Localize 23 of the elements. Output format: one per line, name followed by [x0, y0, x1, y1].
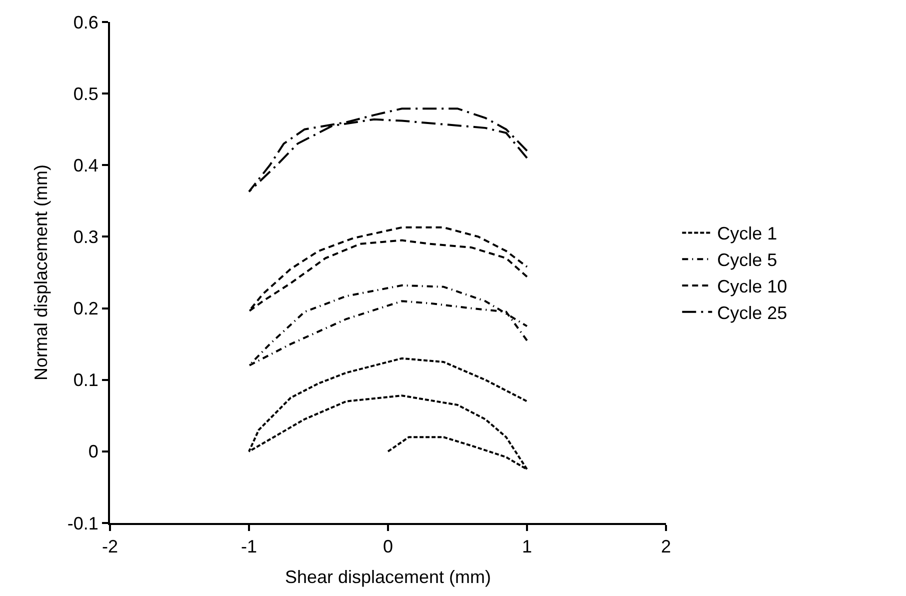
y-tick-label: 0.5: [73, 84, 98, 104]
y-tick-label: 0.6: [73, 12, 98, 32]
y-tick-label: 0.1: [73, 370, 98, 390]
line-series: [248, 108, 528, 193]
y-tick-label: 0.3: [73, 227, 98, 248]
line-series: [248, 226, 528, 312]
legend-label: Cycle 5: [717, 250, 778, 270]
x-axis-title: Shear displacement (mm): [284, 567, 492, 588]
legend-label: Cycle 1: [717, 224, 778, 244]
line-series: [248, 284, 528, 367]
y-tick-label: 0.2: [73, 298, 98, 319]
legend-label: Cycle 25: [717, 302, 788, 323]
x-tick-label: 2: [660, 536, 672, 557]
y-tick-label: 0.4: [73, 155, 98, 176]
x-tick-label: -2: [102, 536, 118, 557]
x-tick-label: -1: [240, 536, 258, 557]
y-axis-title: Normal displacement (mm): [31, 164, 52, 381]
line-series: [248, 357, 528, 470]
y-tick-label: 0: [88, 442, 98, 462]
x-tick-label: 0: [382, 536, 394, 557]
y-tick-label: -0.1: [67, 513, 98, 534]
x-tick-label: 1: [522, 536, 532, 557]
legend-label: Cycle 10: [717, 276, 788, 297]
